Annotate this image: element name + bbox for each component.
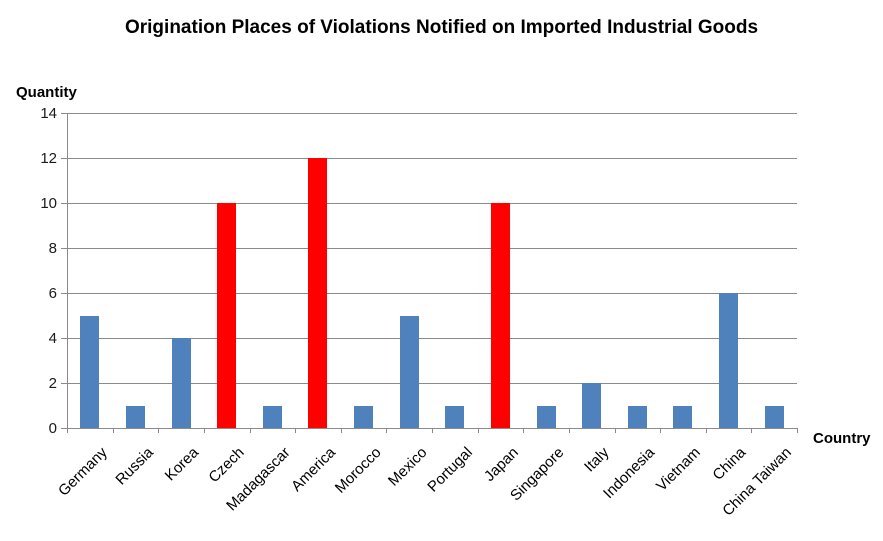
x-tick-mark-3 xyxy=(203,428,205,433)
x-tick-mark-5 xyxy=(295,428,297,433)
y-tick-mark-12 xyxy=(61,158,67,159)
y-tick-mark-2 xyxy=(61,383,67,384)
y-axis-title: Quantity xyxy=(16,84,77,101)
bar-indonesia xyxy=(627,405,647,428)
y-tick-label-12: 12 xyxy=(40,150,57,167)
y-tick-mark-10 xyxy=(61,203,67,204)
y-tick-mark-6 xyxy=(61,293,67,294)
gridline-y-4 xyxy=(67,338,797,339)
gridline-y-10 xyxy=(67,203,797,204)
x-axis-line xyxy=(67,428,798,429)
x-tick-mark-7 xyxy=(386,428,388,433)
x-tick-mark-1 xyxy=(112,428,114,433)
bar-italy xyxy=(582,383,602,428)
x-tick-mark-11 xyxy=(568,428,570,433)
x-tick-mark-12 xyxy=(614,428,616,433)
x-category-label-italy: Italy xyxy=(581,444,613,476)
bar-korea xyxy=(171,338,191,428)
bar-china xyxy=(719,293,739,428)
x-category-label-china: China xyxy=(709,444,750,484)
x-category-label-vietnam: Vietnam xyxy=(653,444,704,495)
x-tick-mark-0 xyxy=(67,428,68,433)
bar-singapore xyxy=(536,405,556,428)
x-tick-mark-15 xyxy=(751,428,753,433)
x-tick-mark-2 xyxy=(158,428,160,433)
x-category-label-korea: Korea xyxy=(161,444,203,485)
x-tick-mark-13 xyxy=(660,428,662,433)
y-tick-mark-0 xyxy=(61,428,67,429)
y-tick-label-6: 6 xyxy=(48,285,57,302)
y-tick-label-2: 2 xyxy=(48,375,57,392)
x-tick-mark-8 xyxy=(432,428,433,433)
gridline-y-2 xyxy=(67,383,797,384)
bar-vietnam xyxy=(673,405,693,428)
x-category-label-czech: Czech xyxy=(205,444,248,487)
y-tick-mark-14 xyxy=(61,113,67,114)
bar-japan xyxy=(490,203,510,428)
y-tick-mark-4 xyxy=(61,338,67,339)
x-tick-mark-10 xyxy=(523,428,525,433)
x-category-label-america: America xyxy=(288,444,339,495)
y-tick-label-10: 10 xyxy=(40,195,57,212)
y-tick-label-14: 14 xyxy=(40,105,57,122)
gridline-y-6 xyxy=(67,293,797,294)
x-tick-mark-9 xyxy=(477,428,479,433)
bar-russia xyxy=(125,405,145,428)
x-category-label-japan: Japan xyxy=(480,444,522,485)
y-tick-label-0: 0 xyxy=(48,420,57,437)
x-tick-mark-16 xyxy=(797,428,798,433)
gridline-y-14 xyxy=(67,113,797,114)
bar-madagascar xyxy=(262,405,282,428)
bar-morocco xyxy=(354,405,374,428)
x-category-label-germany: Germany xyxy=(55,444,111,500)
gridline-y-12 xyxy=(67,158,797,159)
gridline-y-8 xyxy=(67,248,797,249)
x-category-label-portugal: Portugal xyxy=(424,444,476,496)
y-axis-line xyxy=(67,113,68,429)
x-tick-mark-4 xyxy=(249,428,251,433)
bar-germany xyxy=(80,315,100,428)
x-tick-mark-6 xyxy=(340,428,342,433)
bar-america xyxy=(308,158,328,428)
bar-portugal xyxy=(445,405,465,428)
y-tick-label-4: 4 xyxy=(48,330,57,347)
bar-china-taiwan xyxy=(764,405,784,428)
x-category-label-morocco: Morocco xyxy=(331,444,385,497)
chart-title: Origination Places of Violations Notifie… xyxy=(124,17,759,38)
x-category-label-russia: Russia xyxy=(112,444,157,489)
bar-mexico xyxy=(399,315,419,428)
x-tick-mark-14 xyxy=(705,428,707,433)
bar-czech xyxy=(217,203,237,428)
y-tick-label-8: 8 xyxy=(48,240,57,257)
x-axis-title: Country xyxy=(813,430,871,447)
y-tick-mark-8 xyxy=(61,248,67,249)
